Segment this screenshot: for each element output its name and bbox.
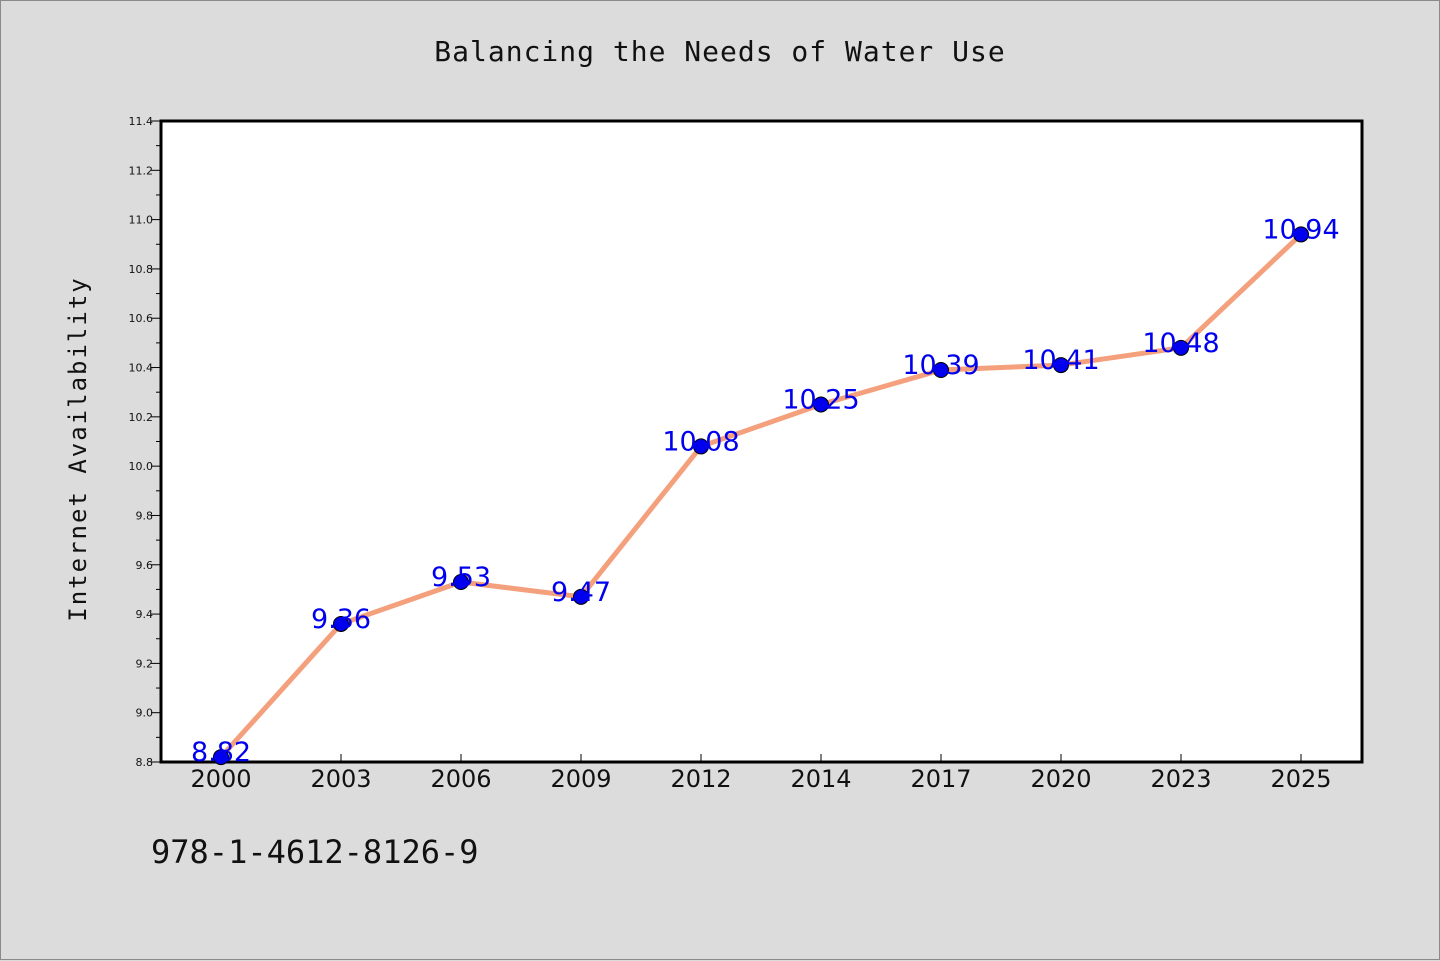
data-label: 9.53	[431, 562, 491, 593]
y-tick-label: 9.6	[136, 559, 154, 572]
x-tick-label: 2009	[550, 765, 611, 793]
data-point	[693, 438, 709, 455]
data-label: 8.82	[191, 737, 251, 768]
x-tick-label: 2006	[430, 765, 491, 793]
y-tick-label: 11.2	[129, 164, 154, 177]
data-label: 10.39	[902, 350, 979, 381]
series-line	[219, 232, 1303, 759]
chart-title: Balancing the Needs of Water Use	[434, 35, 1006, 68]
x-tick-label: 2003	[310, 765, 371, 793]
data-point	[1173, 339, 1189, 356]
x-tick-label: 2017	[910, 765, 971, 793]
data-point	[333, 615, 349, 632]
y-tick-label: 10.8	[129, 263, 154, 276]
data-point	[453, 574, 469, 591]
data-point	[1053, 357, 1069, 374]
y-tick-label: 10.0	[129, 460, 154, 473]
data-label: 10.08	[662, 426, 739, 457]
y-tick-label: 10.6	[129, 312, 154, 325]
data-label: 10.94	[1262, 214, 1339, 245]
data-point	[213, 749, 229, 766]
x-tick-label: 2000	[190, 765, 251, 793]
y-tick-label: 11.0	[129, 214, 154, 227]
data-point	[573, 588, 589, 605]
y-tick-label: 10.4	[129, 362, 154, 375]
x-tick-label: 2014	[790, 765, 851, 793]
y-tick-label: 9.8	[136, 509, 154, 522]
x-tick-label: 2012	[670, 765, 731, 793]
y-tick-label: 9.4	[136, 608, 154, 621]
data-label: 9.47	[551, 577, 611, 608]
y-tick-label: 9.2	[136, 657, 154, 670]
data-point	[933, 362, 949, 379]
y-tick-label: 11.4	[129, 115, 154, 128]
isbn-code: 978-1-4612-8126-9	[151, 833, 479, 871]
data-label: 10.41	[1022, 345, 1099, 376]
data-label: 9.36	[311, 604, 371, 635]
x-tick-label: 2025	[1270, 765, 1331, 793]
x-tick-label: 2023	[1150, 765, 1211, 793]
y-tick-label: 8.8	[136, 756, 154, 769]
y-tick-label: 9.0	[136, 707, 154, 720]
data-label: 10.25	[782, 385, 859, 416]
plot-area	[159, 119, 1364, 764]
y-tick-label: 10.2	[129, 411, 154, 424]
data-point	[1293, 226, 1309, 243]
data-point	[813, 396, 829, 413]
data-label: 10.48	[1142, 328, 1219, 359]
x-tick-label: 2020	[1030, 765, 1091, 793]
